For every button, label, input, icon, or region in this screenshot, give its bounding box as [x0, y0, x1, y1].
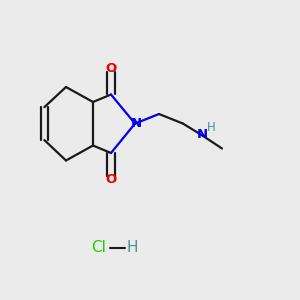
Text: H: H	[126, 240, 138, 255]
Text: H: H	[206, 121, 215, 134]
Text: Cl: Cl	[92, 240, 106, 255]
Text: N: N	[197, 128, 208, 141]
Text: O: O	[105, 172, 117, 186]
Text: O: O	[105, 62, 117, 75]
Text: N: N	[130, 117, 142, 130]
